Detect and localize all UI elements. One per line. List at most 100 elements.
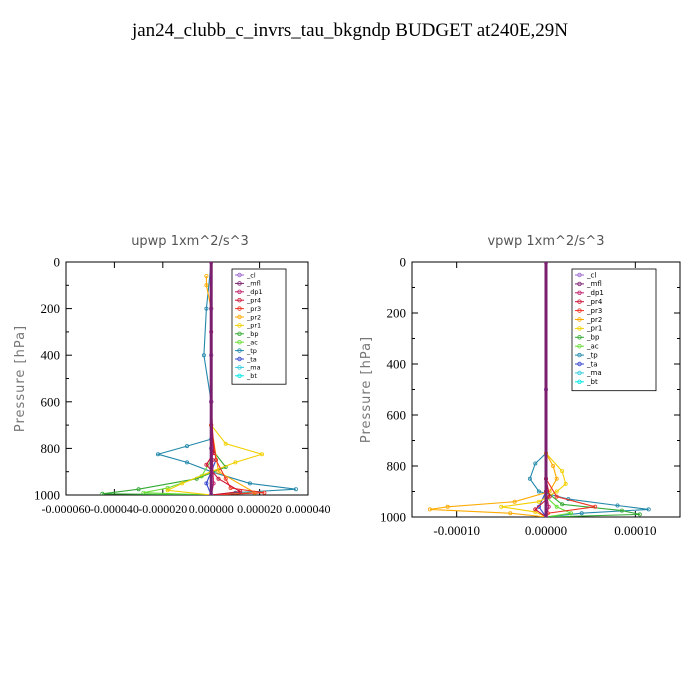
upwp-ytick-label: 600 [41,394,61,409]
upwp-point-pr2 [204,283,209,288]
vpwp-legend-label: _pr1 [586,325,602,333]
vpwp-point-pr1 [533,509,538,514]
upwp-point-pr1 [233,460,238,465]
upwp-point-pr3 [223,476,228,481]
vpwp-point-pr1 [563,481,568,486]
vpwp-point-tp [536,489,541,494]
upwp-xtick-label: -0.000040 [90,502,139,516]
vpwp-legend-marker [577,379,582,384]
upwp-point-ac [165,485,170,490]
upwp-ytick-label: 0 [54,255,61,270]
upwp-xtick-label: 0.000000 [189,502,234,516]
vpwp-xtick-label: 0.00000 [525,523,567,538]
upwp-point-pr1 [223,441,228,446]
upwp-xtick-label: 0.000020 [237,502,282,516]
upwp-legend-label: _pr4 [246,297,261,305]
upwp-ytick-label: 400 [41,348,61,363]
vpwp-point-tp [579,511,584,516]
upwp-point-pr1 [165,488,170,493]
upwp-point-tp [204,306,209,311]
vpwp-point-pr2 [554,476,559,481]
vpwp-ytick-label: 800 [387,459,407,474]
upwp-legend-label: _cl [246,271,256,279]
upwp-point-ta [204,481,209,486]
vpwp-point-pr1 [554,489,559,494]
upwp-legend-marker [237,339,242,345]
vpwp-legend-marker [577,317,582,322]
vpwp-point-pr3 [593,504,598,509]
upwp-point-pr3 [262,490,267,495]
upwp-ytick-label: 200 [41,301,61,316]
upwp-legend-marker [237,272,242,278]
vpwp-legend-label: _dp1 [586,289,604,297]
vpwp-point-pr4 [547,494,552,499]
vpwp-legend-marker [577,290,582,295]
vpwp-title: vpwp 1xm^2/s^3 [487,234,604,249]
vpwp-legend-marker [577,335,582,340]
upwp-legend-label: _pr2 [246,313,261,321]
upwp-legend-label: _tp [246,347,257,355]
vpwp-point-ac [554,504,559,509]
vpwp-point-ta [536,504,541,509]
vpwp-xtick-label: 0.00010 [614,523,656,538]
upwp-chart: upwp 1xm^2/s^3 0 200 400 600 800 1000-0.000060… [13,234,331,516]
vpwp-legend-label: _ma [586,369,602,377]
vpwp-legend-label: _pr4 [586,298,603,306]
upwp-point-tp [293,487,298,492]
upwp-series-group [100,262,298,495]
upwp-legend-label: _dp1 [246,288,263,296]
upwp-legend-marker [237,365,242,370]
upwp-legend-label: _pr1 [246,322,261,330]
vpwp-legend-box [571,268,657,392]
vpwp-ytick-label: 400 [387,357,407,372]
vpwp-point-pr2 [551,463,556,468]
vpwp-legend-label: _bt [586,378,598,386]
vpwp-point-tp [533,461,538,466]
vpwp-series-line-tp [529,262,649,517]
vpwp-legend-label: _cl [586,271,596,279]
upwp-legend-marker [237,373,242,378]
vpwp-series-line-pr1 [501,262,567,517]
vpwp-legend-marker [577,308,582,313]
vpwp-point-pr2 [508,511,513,516]
vpwp-point-pr4 [533,507,538,512]
upwp-point-tp [247,481,252,486]
vpwp-series-group [427,262,651,517]
upwp-legend-label: _mfl [246,280,261,288]
upwp-point-tp [184,460,189,465]
upwp-series-line-tp [155,262,296,495]
upwp-point-pr1 [180,481,185,486]
vpwp-ylabel: Pressure [hPa] [359,336,374,443]
upwp-legend-marker [237,314,242,320]
upwp-point-tp [155,452,160,457]
vpwp-ytick-label: 1000 [380,510,406,525]
upwp-legend-marker [237,323,242,328]
vpwp-series-line-pr2 [429,262,558,517]
upwp-legend-marker [237,297,242,303]
upwp-point-tp [201,353,206,358]
vpwp-ytick-label: 0 [400,255,407,270]
upwp-xtick-label: -0.000060 [42,502,91,516]
upwp-ytick-label: 1000 [34,488,60,503]
upwp-series-line-pr1 [165,262,264,495]
vpwp-legend-marker [577,326,582,331]
vpwp-xtick-label: -0.00010 [433,523,480,538]
vpwp-point-bp [560,502,565,507]
vpwp-legend-marker [577,272,582,278]
upwp-legend-label: _ta [246,355,257,363]
upwp-title: upwp 1xm^2/s^3 [131,234,249,249]
upwp-point-bp [100,491,105,495]
upwp-legend-marker [237,306,242,311]
upwp-point-pr1 [259,452,264,457]
vpwp-point-bp [619,508,624,513]
vpwp-legend-marker [577,299,582,304]
upwp-xtick-label: -0.000020 [138,502,187,516]
vpwp-point-pr2 [427,507,432,512]
upwp-point-pr4 [204,462,209,467]
vpwp-legend-marker [577,352,582,358]
vpwp-legend-label: _ac [586,343,599,351]
vpwp-legend-label: _ta [586,360,598,368]
upwp-xtick-label: 0.000040 [286,502,331,516]
upwp-legend-label: _bt [246,372,257,380]
vpwp-legend-label: _pr2 [586,316,602,324]
